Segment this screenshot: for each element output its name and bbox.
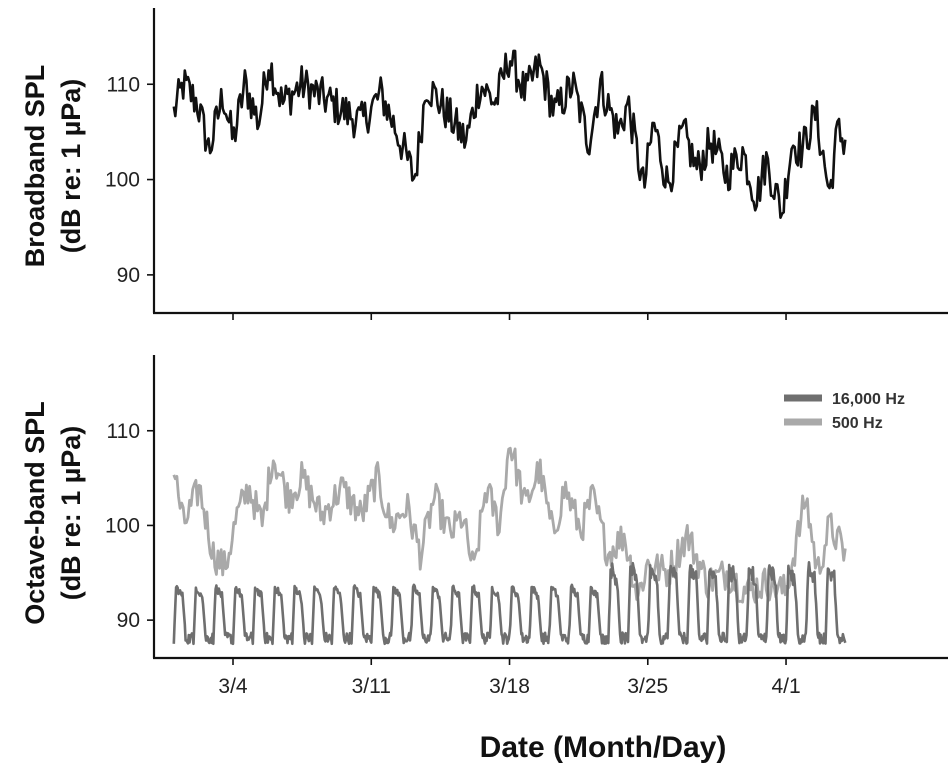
legend: 16,000 Hz 500 Hz bbox=[784, 391, 905, 432]
x-tick-label: 3/11 bbox=[352, 675, 391, 698]
bottom-y-tick-label: 100 bbox=[105, 514, 140, 537]
broadband-series-line bbox=[172, 49, 847, 219]
x-tick-label: 4/1 bbox=[771, 675, 800, 698]
top-series-group bbox=[172, 49, 847, 219]
legend-label-500hz: 500 Hz bbox=[832, 415, 883, 432]
series-16000hz-line bbox=[172, 560, 847, 646]
x-tick-label: 3/18 bbox=[489, 675, 530, 698]
top-y-tick-label: 90 bbox=[117, 264, 140, 287]
top-panel: Broadband SPL (dB re: 1 µPa) 90 100 110 bbox=[20, 8, 948, 320]
top-y-axis-label-line2: (dB re: 1 µPa) bbox=[56, 79, 86, 254]
x-tick-label: 3/4 bbox=[218, 675, 248, 698]
bottom-series-group bbox=[172, 446, 847, 646]
top-y-tick-label: 110 bbox=[107, 73, 140, 96]
legend-label-16000hz: 16,000 Hz bbox=[832, 391, 905, 408]
bottom-y-axis-label-line2: (dB re: 1 µPa) bbox=[56, 426, 86, 601]
bottom-y-ticks: 90 100 110 bbox=[105, 420, 154, 632]
bottom-panel: Octave-band SPL (dB re: 1 µPa) 90100110 … bbox=[20, 355, 948, 764]
series-500hz-line bbox=[172, 446, 847, 604]
x-axis-label: Date (Month/Day) bbox=[480, 731, 727, 764]
bottom-y-axis-label-line1: Octave-band SPL bbox=[20, 401, 50, 625]
top-x-ticks bbox=[232, 313, 787, 320]
bottom-x-ticks: 3/4 3/11 3/18 3/25 4/1 bbox=[218, 658, 801, 698]
bottom-y-tick-label: 110 bbox=[107, 420, 140, 443]
top-y-axis-label-line1: Broadband SPL bbox=[20, 65, 50, 268]
x-tick-label: 3/25 bbox=[627, 675, 668, 698]
top-y-ticks: 90 100 110 bbox=[105, 73, 154, 287]
top-y-tick-label: 100 bbox=[105, 169, 140, 192]
bottom-y-tick-label: 90 bbox=[117, 609, 140, 632]
